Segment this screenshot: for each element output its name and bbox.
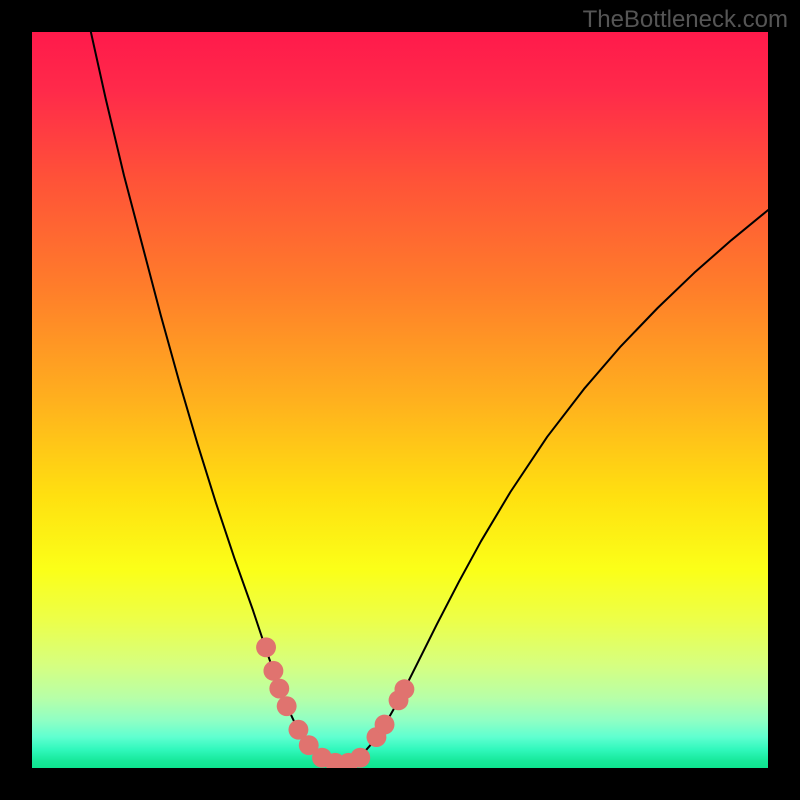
- curve-marker: [269, 679, 289, 699]
- plot-svg: [32, 32, 768, 768]
- curve-marker: [256, 637, 276, 657]
- plot-area: [32, 32, 768, 768]
- gradient-background: [32, 32, 768, 768]
- curve-marker: [277, 696, 297, 716]
- curve-marker: [394, 679, 414, 699]
- curve-marker: [375, 715, 395, 735]
- watermark-text: TheBottleneck.com: [583, 6, 788, 34]
- chart-stage: TheBottleneck.com: [0, 0, 800, 800]
- curve-marker: [350, 748, 370, 768]
- curve-marker: [263, 661, 283, 681]
